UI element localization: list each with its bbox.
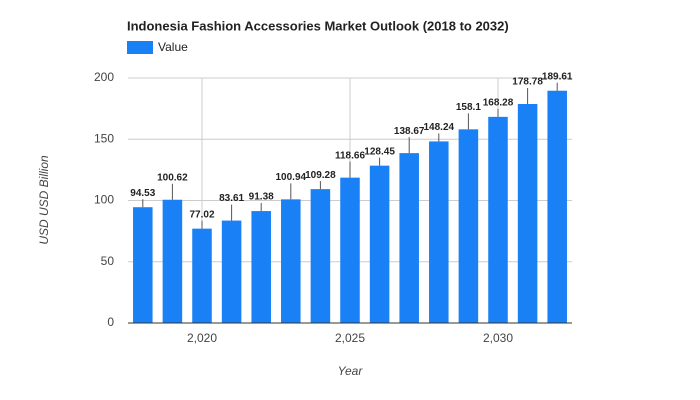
bar [399, 153, 419, 323]
data-label: 109.28 [305, 170, 336, 181]
bar [547, 90, 567, 323]
chart-title: Indonesia Fashion Accessories Market Out… [127, 18, 509, 33]
data-label: 158.1 [456, 102, 481, 113]
legend-label: Value [158, 40, 188, 54]
bar [488, 116, 508, 324]
data-label: 178.78 [512, 77, 543, 88]
bar [251, 211, 271, 323]
y-axis-label: USD USD Billion [37, 155, 51, 245]
bar [192, 228, 212, 323]
bar [281, 199, 301, 323]
data-label: 94.53 [130, 188, 155, 199]
data-label: 168.28 [483, 97, 514, 108]
data-label: 148.24 [424, 122, 455, 133]
bar [340, 177, 360, 323]
data-label: 189.61 [542, 71, 573, 82]
data-label: 118.66 [335, 150, 365, 161]
y-tick-label: 50 [101, 254, 115, 268]
x-tick-label: 2,030 [483, 331, 513, 345]
bar [369, 165, 390, 323]
data-label: 138.67 [394, 126, 425, 137]
bar [429, 141, 449, 323]
y-tick-label: 100 [94, 193, 114, 207]
data-label: 100.62 [157, 172, 188, 183]
x-axis-label: Year [338, 364, 364, 378]
bar [517, 103, 538, 323]
data-label: 128.45 [364, 146, 395, 157]
y-tick-label: 0 [107, 315, 114, 329]
y-tick-label: 150 [94, 131, 114, 145]
bar [310, 189, 331, 323]
legend-swatch [127, 41, 153, 54]
bar [221, 220, 242, 323]
bar [162, 199, 183, 323]
y-tick-label: 200 [94, 70, 114, 84]
data-label: 100.94 [276, 172, 307, 183]
bar [133, 207, 153, 323]
data-label: 83.61 [219, 193, 244, 204]
x-tick-label: 2,025 [335, 331, 365, 345]
x-tick-label: 2,020 [187, 331, 217, 345]
data-label: 91.38 [249, 192, 274, 203]
bar [458, 129, 479, 323]
data-label: 77.02 [189, 209, 214, 220]
